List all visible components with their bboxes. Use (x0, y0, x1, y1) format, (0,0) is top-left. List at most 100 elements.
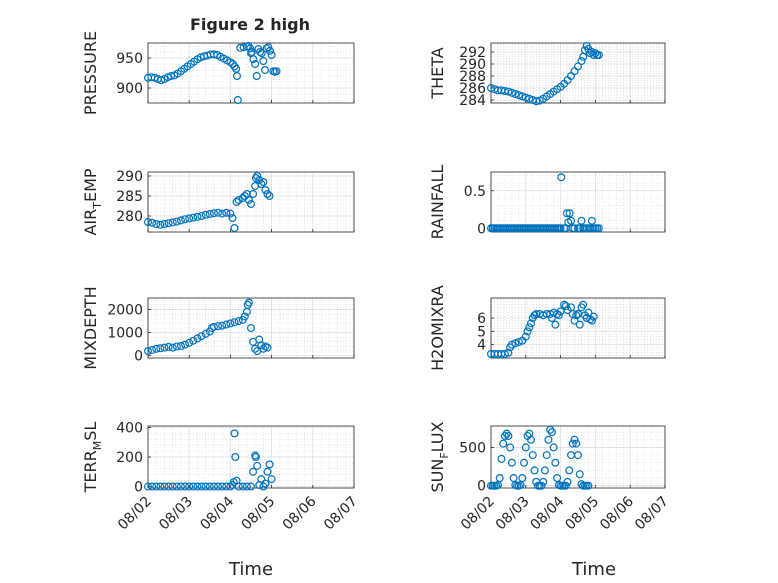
y-tick-label: 5 (477, 324, 486, 340)
data-point (575, 320, 584, 329)
data-point (261, 65, 270, 74)
data-point (218, 209, 227, 218)
x-tick-label: 08/06 (280, 493, 320, 533)
data-point (570, 435, 579, 444)
data-point (181, 340, 190, 349)
data-point (197, 482, 206, 491)
data-point (563, 477, 572, 486)
data-point (506, 443, 515, 452)
data-point (263, 343, 272, 352)
data-point (226, 209, 235, 218)
data-point (242, 482, 251, 491)
data-point (540, 466, 549, 475)
data-point (230, 318, 239, 327)
y-tick-label: 500 (459, 440, 486, 456)
axes-box (490, 425, 666, 489)
y-tick-label: 0.5 (464, 184, 486, 200)
data-point (240, 312, 249, 321)
data-point (549, 443, 558, 452)
data-point (148, 345, 157, 354)
data-point (527, 435, 536, 444)
data-point (525, 323, 534, 332)
data-point (247, 482, 256, 491)
y-tick-label: 200 (116, 450, 143, 466)
y-tick-label: 0 (134, 480, 143, 496)
data-point (230, 429, 239, 438)
data-point (573, 62, 582, 71)
y-axis-label: MIXDEPTH (81, 286, 100, 369)
data-point (544, 435, 553, 444)
y-tick-label: 280 (116, 209, 143, 225)
data-point (185, 338, 194, 347)
data-point (521, 443, 530, 452)
data-point (201, 482, 210, 491)
data-point (251, 59, 260, 68)
data-point (518, 92, 527, 101)
data-point (551, 458, 560, 467)
data-point (577, 56, 586, 65)
axes-box (490, 42, 666, 104)
data-point (551, 320, 560, 329)
x-tick-label: 08/03 (493, 494, 533, 534)
data-point (584, 481, 593, 490)
data-point (172, 217, 181, 226)
data-point (189, 336, 198, 345)
data-point (249, 190, 258, 199)
y-label-rest: EMP (81, 168, 100, 202)
y-tick-label: 400 (116, 420, 143, 436)
data-point (197, 332, 206, 341)
data-point (256, 47, 265, 56)
data-point (226, 319, 235, 328)
data-point (160, 343, 169, 352)
data-point (561, 302, 570, 311)
axes-box (490, 297, 666, 359)
data-point (500, 350, 509, 359)
y-tick-label: 950 (116, 51, 143, 67)
data-point (511, 339, 520, 348)
data-point (247, 200, 256, 209)
y-label-subscript: F (438, 452, 451, 458)
y-tick-label: 290 (116, 169, 143, 185)
data-point (148, 218, 157, 227)
data-point (156, 344, 165, 353)
data-point (193, 482, 202, 491)
data-point (218, 482, 227, 491)
data-point (567, 216, 576, 225)
y-axis-label: AIRTEMP (81, 168, 104, 235)
y-axis-label: SUNFLUX (428, 421, 451, 492)
data-point (542, 451, 551, 460)
y-tick-label: 0 (134, 349, 143, 365)
data-point (504, 87, 513, 96)
figure-title: Figure 2 high (190, 15, 310, 34)
data-point (565, 466, 574, 475)
data-point (265, 46, 274, 55)
y-tick-label: 292 (459, 45, 486, 61)
data-point (247, 324, 256, 333)
y-tick-label: 900 (116, 81, 143, 97)
data-point (572, 439, 581, 448)
data-point (144, 347, 153, 356)
data-point (222, 320, 231, 329)
data-point (251, 344, 260, 353)
y-tick-label: 290 (459, 57, 486, 73)
y-tick-label: 0 (477, 221, 486, 237)
data-point (587, 216, 596, 225)
data-point (520, 458, 529, 467)
data-point (259, 344, 268, 353)
x-tick-label: 08/06 (597, 493, 637, 533)
x-tick-label: 08/05 (239, 494, 279, 534)
data-point (228, 214, 237, 223)
y-axis-label: H2OMIXRA (428, 285, 447, 371)
data-point (234, 196, 243, 205)
y-axis-label: RAINFALL (428, 165, 447, 240)
y-label-main: SUN (428, 459, 447, 493)
data-point (537, 481, 546, 490)
data-point (181, 482, 190, 491)
data-point (589, 312, 598, 321)
axes-background (491, 172, 665, 232)
data-point (144, 218, 153, 227)
data-point (176, 216, 185, 225)
data-point (497, 454, 506, 463)
data-point (259, 178, 268, 187)
